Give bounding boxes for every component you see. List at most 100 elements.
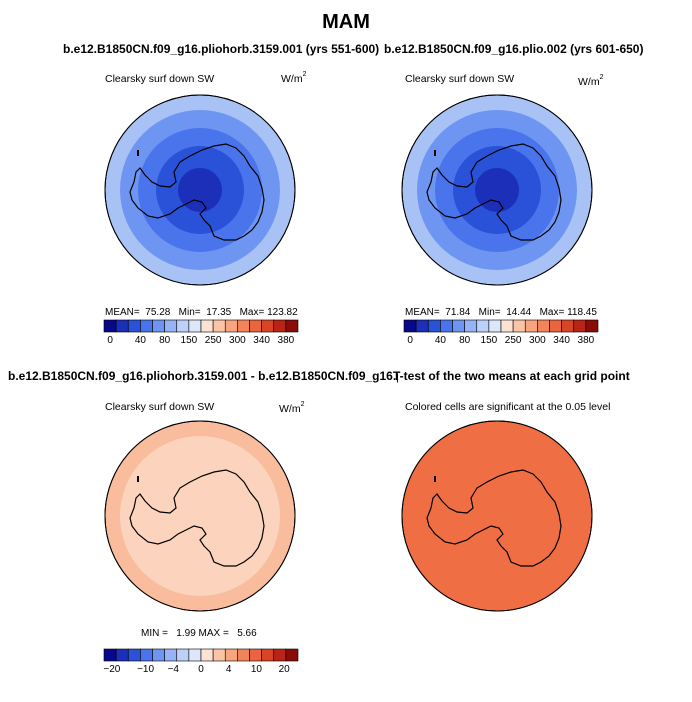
panel-4-title: T-test of the two means at each grid poi… xyxy=(393,369,630,383)
map-panel-2-island xyxy=(434,150,436,156)
colorbar-panel-3-tick-label: 0 xyxy=(198,664,204,675)
colorbar-panel-3-swatch-5 xyxy=(152,648,165,662)
colorbar-panel-3-swatch-12 xyxy=(237,648,250,662)
colorbar-panel-1-tick-label: 40 xyxy=(135,335,147,346)
colorbar-panel-2-swatch-4 xyxy=(440,319,453,333)
colorbar-panel-2-swatch-15 xyxy=(573,319,587,333)
colorbar-panel-1-swatch-7 xyxy=(176,319,190,333)
map-panel-4-island xyxy=(434,476,436,482)
colorbar-panel-3: −20 −10 −4 0 4 10 20 xyxy=(103,648,299,675)
colorbar-panel-3-tick-label: −4 xyxy=(168,664,180,675)
panel-1-variable: Clearsky surf down SW xyxy=(105,73,215,85)
colorbar-panel-2-tick-label: 80 xyxy=(459,335,471,346)
colorbar-panel-3-swatch-4 xyxy=(140,648,153,662)
colorbar-panel-1-swatch-13 xyxy=(249,319,262,333)
map-panel-1-island xyxy=(137,150,139,156)
page-title: MAM xyxy=(322,11,370,33)
colorbar-panel-1-tick-label: 0 xyxy=(107,335,113,346)
colorbar-panel-2-swatch-16 xyxy=(585,319,599,333)
panel-1-title: b.e12.B1850CN.f09_g16.pliohorb.3159.001 … xyxy=(63,42,380,56)
colorbar-panel-1-swatch-2 xyxy=(115,319,129,333)
colorbar-panel-1-tick-label: 80 xyxy=(159,335,171,346)
colorbar-panel-2-swatch-14 xyxy=(561,319,575,333)
colorbar-panel-2: 0 40 80 150 250 300 340 380 xyxy=(403,319,599,346)
colorbar-panel-1-swatch-8 xyxy=(188,319,202,333)
panel-1-units: W/m2 xyxy=(281,71,307,85)
map-panel-2-coastline xyxy=(426,143,562,241)
colorbar-panel-2-tick-label: 150 xyxy=(481,335,498,346)
panel-3-variable: Clearsky surf down SW xyxy=(105,401,215,413)
colorbar-panel-3-tick-label: −20 xyxy=(103,664,120,675)
map-panel-2-ring-5 xyxy=(475,168,519,212)
colorbar-panel-1-tick-label: 340 xyxy=(253,335,270,346)
map-panel-4 xyxy=(401,420,593,612)
map-panel-3-coastline xyxy=(129,469,265,567)
panel-2-title: b.e12.B1850CN.f09_g16.plio.002 (yrs 601-… xyxy=(384,42,644,56)
colorbar-panel-1-swatch-15 xyxy=(273,319,287,333)
map-panel-3 xyxy=(104,420,296,612)
colorbar-panel-1-swatch-14 xyxy=(261,319,275,333)
colorbar-panel-3-swatch-6 xyxy=(164,648,178,662)
colorbar-panel-2-swatch-3 xyxy=(427,319,441,333)
map-panel-1-border xyxy=(104,94,296,286)
colorbar-panel-3-swatch-16 xyxy=(285,648,299,662)
map-panel-3-ring-2 xyxy=(120,436,280,596)
colorbar-panel-1-tick-label: 300 xyxy=(229,335,246,346)
panel-2-variable: Clearsky surf down SW xyxy=(405,73,515,85)
colorbar-panel-3-tick-label: 4 xyxy=(226,664,232,675)
map-panel-4-border xyxy=(401,420,593,612)
map-panel-3-island xyxy=(137,476,139,482)
colorbar-panel-1-swatch-6 xyxy=(164,319,178,333)
colorbar-panel-3-swatch-7 xyxy=(176,648,190,662)
colorbar-panel-1-swatch-3 xyxy=(127,319,141,333)
colorbar-panel-1-tick-label: 380 xyxy=(278,335,295,346)
map-panel-4-ring-1 xyxy=(401,420,593,612)
colorbar-panel-2-tick-label: 300 xyxy=(529,335,546,346)
colorbar-panel-3-swatch-2 xyxy=(115,648,129,662)
colorbar-panel-2-swatch-5 xyxy=(452,319,465,333)
panel-2-stats: MEAN= 71.84 Min= 14.44 Max= 118.45 xyxy=(405,307,597,318)
colorbar-panel-1: 0 40 80 150 250 300 340 380 xyxy=(103,319,299,346)
colorbar-panel-1-swatch-16 xyxy=(285,319,299,333)
colorbar-panel-3-swatch-1 xyxy=(103,648,117,662)
panel-3-units: W/m2 xyxy=(279,401,305,415)
colorbar-panel-1-swatch-1 xyxy=(103,319,117,333)
panel-2-units: W/m2 xyxy=(578,74,604,88)
colorbar-panel-2-swatch-10 xyxy=(512,319,526,333)
map-panel-1 xyxy=(104,94,296,286)
colorbar-panel-1-swatch-4 xyxy=(140,319,153,333)
colorbar-panel-1-swatch-10 xyxy=(212,319,226,333)
map-panel-1-ring-5 xyxy=(178,168,222,212)
colorbar-panel-3-swatch-13 xyxy=(249,648,262,662)
panel-1-stats: MEAN= 75.28 Min= 17.35 Max= 123.82 xyxy=(105,307,298,318)
colorbar-panel-3-tick-label: 10 xyxy=(251,664,263,675)
colorbar-panel-2-swatch-9 xyxy=(500,319,514,333)
colorbar-panel-2-tick-label: 40 xyxy=(435,335,447,346)
map-panel-1-coastline xyxy=(129,143,265,241)
colorbar-panel-2-swatch-8 xyxy=(488,319,502,333)
colorbar-panel-2-tick-label: 340 xyxy=(553,335,570,346)
colorbar-panel-2-swatch-13 xyxy=(549,319,562,333)
colorbar-panel-3-swatch-8 xyxy=(188,648,202,662)
colorbar-panel-3-tick-label: 20 xyxy=(279,664,291,675)
colorbar-panel-1-tick-label: 250 xyxy=(205,335,222,346)
colorbar-panel-1-swatch-5 xyxy=(152,319,165,333)
colorbar-panel-2-tick-label: 250 xyxy=(505,335,522,346)
map-panel-4-coastline xyxy=(426,469,562,567)
colorbar-panel-1-swatch-12 xyxy=(237,319,250,333)
map-panel-2-border xyxy=(401,94,593,286)
colorbar-panel-2-tick-label: 0 xyxy=(407,335,413,346)
colorbar-panel-2-swatch-7 xyxy=(476,319,490,333)
map-panel-2 xyxy=(401,94,593,286)
colorbar-panel-3-swatch-10 xyxy=(212,648,226,662)
colorbar-panel-3-swatch-11 xyxy=(224,648,238,662)
panel-4-variable: Colored cells are significant at the 0.0… xyxy=(405,401,611,413)
panel-3-stats: MIN = 1.99 MAX = 5.66 xyxy=(141,628,257,639)
panel-3-title: b.e12.B1850CN.f09_g16.pliohorb.3159.001 … xyxy=(8,369,398,383)
colorbar-panel-2-swatch-6 xyxy=(464,319,478,333)
colorbar-panel-2-swatch-11 xyxy=(524,319,538,333)
colorbar-panel-1-swatch-9 xyxy=(200,319,214,333)
colorbar-panel-2-swatch-12 xyxy=(537,319,550,333)
colorbar-panel-3-swatch-3 xyxy=(127,648,141,662)
